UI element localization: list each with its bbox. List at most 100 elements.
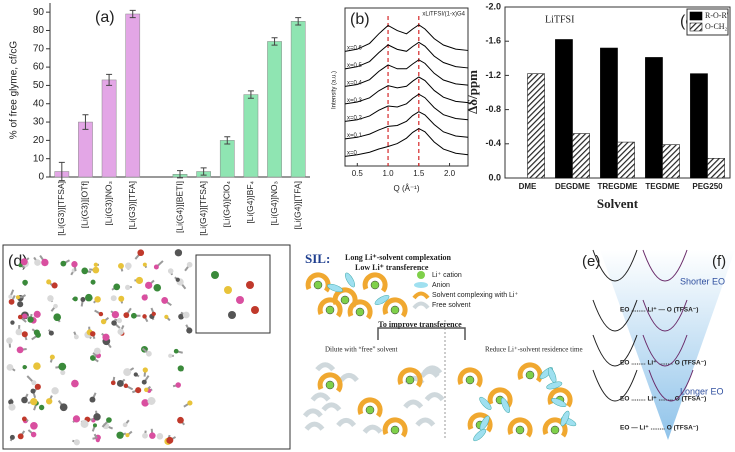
error-bar xyxy=(177,170,183,179)
solvent xyxy=(487,387,513,408)
x-tick-label: [Li(G3)]NO₃ xyxy=(103,181,113,226)
cation xyxy=(355,307,365,317)
caption: Longer EO xyxy=(680,386,724,396)
atom xyxy=(100,318,107,325)
atom xyxy=(111,320,117,326)
solvent xyxy=(347,299,373,320)
atom xyxy=(73,439,80,446)
atom xyxy=(164,314,169,319)
annotation: LiTFSI xyxy=(545,14,574,25)
panel-label: (f) xyxy=(712,253,726,270)
atom xyxy=(72,415,81,423)
atom xyxy=(251,306,259,314)
atom xyxy=(60,369,66,376)
atom xyxy=(117,328,124,335)
atom xyxy=(123,383,129,389)
atom xyxy=(51,387,59,395)
bar xyxy=(290,21,306,178)
atom xyxy=(93,413,101,421)
series-label: x=0.6 xyxy=(347,46,363,52)
atom xyxy=(144,387,149,393)
x-tick-label: TREGDME xyxy=(598,182,639,191)
anion xyxy=(560,410,570,427)
anion xyxy=(551,398,567,408)
solvent xyxy=(382,417,408,438)
panel-d-frame xyxy=(2,244,291,450)
atom xyxy=(9,434,15,440)
atom xyxy=(30,421,38,430)
atom xyxy=(116,431,124,439)
atom xyxy=(17,301,24,308)
solvent xyxy=(467,412,493,433)
atom xyxy=(228,311,236,319)
y-tick-label: 90 xyxy=(33,7,45,18)
cation xyxy=(405,375,415,385)
atom xyxy=(142,262,147,267)
bar xyxy=(219,140,235,178)
curve xyxy=(344,76,469,105)
atom xyxy=(15,328,23,336)
bar xyxy=(243,94,259,178)
atom xyxy=(141,399,149,407)
y-tick-label: -1.6 xyxy=(485,36,501,46)
curve xyxy=(344,111,469,140)
atom xyxy=(92,423,97,428)
bar xyxy=(572,133,590,179)
potential-well xyxy=(592,369,638,402)
arrow xyxy=(377,327,466,340)
atom xyxy=(118,295,125,302)
atom xyxy=(34,383,41,390)
atom xyxy=(95,438,100,443)
anion xyxy=(500,397,510,413)
free-solvent xyxy=(321,402,342,412)
atom xyxy=(30,431,37,438)
bar xyxy=(125,13,141,178)
atom xyxy=(38,404,45,411)
y-axis-label: % of free glyme, cf/cG xyxy=(9,41,20,140)
anion xyxy=(344,272,356,288)
atom xyxy=(34,259,41,266)
atom xyxy=(186,327,193,334)
atom xyxy=(41,258,49,267)
atom xyxy=(71,261,78,268)
atom xyxy=(173,348,179,354)
x-tick-label: [Li(G4)][BETI] xyxy=(174,181,184,233)
atom xyxy=(33,362,41,370)
x-tick-label: [Li(G4)]BF₄ xyxy=(245,180,255,223)
legend-label: Free solvent xyxy=(432,302,471,309)
atom xyxy=(141,379,147,385)
series-label: x=0.5 xyxy=(347,63,363,69)
caption: EO ........ Li⁺ ........ O (TFSA⁻) xyxy=(620,360,706,367)
atom xyxy=(224,286,232,294)
atom xyxy=(135,276,144,285)
atom xyxy=(22,364,27,370)
potential-well xyxy=(642,249,688,282)
legend-label: Anion xyxy=(432,282,450,289)
atom xyxy=(8,298,15,305)
atom xyxy=(122,422,128,428)
atom xyxy=(98,311,104,317)
atom xyxy=(6,363,14,371)
cation xyxy=(313,280,323,290)
solvent xyxy=(547,387,573,408)
solvent xyxy=(507,417,533,438)
atom xyxy=(17,314,23,320)
x-tick-label: [Li(G3)][OTf] xyxy=(80,181,90,228)
atom xyxy=(174,249,183,257)
atom xyxy=(59,403,68,412)
y-tick-label: 0 xyxy=(38,172,44,183)
atom xyxy=(182,311,190,319)
y-tick-label: 50 xyxy=(33,80,45,91)
atom xyxy=(8,399,14,405)
y-tick-label: 10 xyxy=(33,153,45,164)
cation xyxy=(515,425,525,435)
atom xyxy=(21,396,28,404)
bar xyxy=(707,158,725,179)
atom xyxy=(8,403,16,411)
y-tick-label: 80 xyxy=(33,25,45,36)
anion xyxy=(473,428,487,442)
atom xyxy=(71,379,79,388)
y-tick-label: 70 xyxy=(33,43,45,54)
atom xyxy=(18,263,23,268)
curve xyxy=(344,127,469,157)
